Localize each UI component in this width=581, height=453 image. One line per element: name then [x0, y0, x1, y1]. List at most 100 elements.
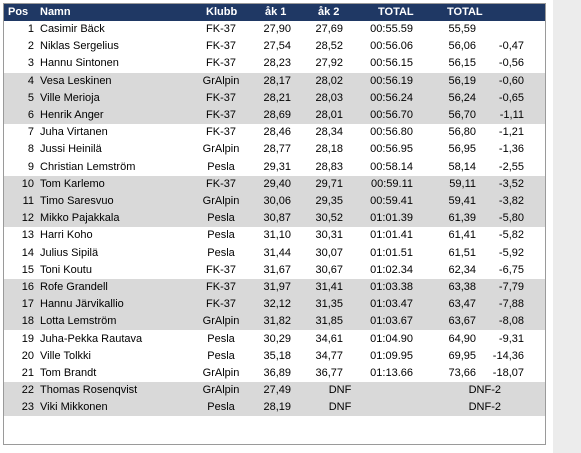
run1-cell: 31,67 [263, 263, 291, 276]
table-row: 3 Hannu Sintonen FK-37 28,23 27,92 00:56.15 56… [4, 55, 545, 73]
club-cell: FK-37 [206, 91, 236, 104]
name-cell: Timo Saresvuo [40, 195, 114, 207]
total-time-cell: 00:56.15 [370, 57, 413, 70]
total-time-cell: 01:03.67 [370, 315, 413, 328]
total-cell: 56,24 [448, 91, 476, 104]
total-cell: 55,59 [448, 23, 476, 35]
table-row: 22 Thomas Rosenqvist GrAlpin 27,49 DNF DNF-2 [4, 382, 545, 400]
run2-cell: 30,07 [315, 246, 343, 259]
run1-cell: 27,90 [263, 23, 291, 35]
table-row: 15 Toni Koutu FK-37 31,67 30,67 01:02.34 62,34… [4, 261, 545, 279]
total-cell: 61,51 [448, 246, 476, 259]
total-cell: 56,95 [448, 143, 476, 156]
diff-cell: -1,36 [498, 143, 524, 156]
total-cell: DNF-2 [468, 384, 501, 397]
table-row: 11 Timo Saresvuo GrAlpin 30,06 29,35 00:59.41… [4, 193, 545, 210]
total-time-cell: 00:58.14 [370, 160, 413, 173]
run2-cell: 28,01 [315, 109, 343, 121]
header-cell: åk 2 [318, 6, 340, 18]
table-row: 7 Juha Virtanen FK-37 28,46 28,34 00:56.80 56,… [4, 124, 545, 142]
pos-cell: 9 [27, 160, 34, 173]
run2-cell: 30,52 [315, 212, 343, 225]
total-cell: 63,38 [448, 281, 476, 293]
run1-cell: 35,18 [263, 349, 291, 362]
run1-cell: 29,31 [263, 160, 291, 173]
run1-cell: 28,46 [263, 126, 291, 139]
total-cell: 62,34 [448, 263, 476, 276]
run1-cell: 32,12 [263, 298, 291, 311]
table-row: 10 Tom Karlemo FK-37 29,40 29,71 00:59.11 59,1… [4, 175, 545, 193]
table-row: 5 Ville Merioja FK-37 28,21 28,03 00:56.24 56,… [4, 89, 545, 107]
total-time-cell: 00:56.70 [370, 109, 413, 121]
pos-cell: 23 [21, 401, 34, 414]
table-row: 17 Hannu Järvikallio FK-37 32,12 31,35 01:03.… [4, 296, 545, 314]
club-cell: FK-37 [206, 281, 236, 293]
club-cell: FK-37 [206, 298, 236, 311]
total-cell: 56,06 [448, 40, 476, 53]
pos-cell: 6 [27, 109, 34, 121]
run1-cell: 31,10 [263, 229, 291, 242]
table-row: 4 Vesa Leskinen GrAlpin 28,17 28,02 00:56.19 5… [4, 72, 545, 90]
run1-cell: 29,40 [263, 177, 291, 190]
run2-cell: 28,03 [315, 91, 343, 104]
total-time-cell: 01:01.51 [370, 246, 413, 259]
total-cell: DNF-2 [468, 401, 501, 414]
club-cell: Pesla [207, 401, 235, 414]
name-cell: Niklas Sergelius [40, 40, 119, 53]
name-cell: Lotta Lemström [40, 315, 117, 328]
name-cell: Henrik Anger [40, 109, 104, 121]
total-time-cell: 00:56.95 [370, 143, 413, 156]
pos-cell: 10 [21, 177, 34, 190]
total-cell: 56,80 [448, 126, 476, 139]
pos-cell: 2 [27, 40, 34, 53]
header-cell: Namn [40, 6, 71, 18]
run1-cell: 28,77 [263, 143, 291, 156]
run2-cell: 28,18 [315, 143, 343, 156]
run2-cell: 27,92 [315, 57, 343, 70]
run1-cell: 27,54 [263, 40, 291, 53]
pos-cell: 15 [21, 263, 34, 276]
diff-cell: -3,52 [498, 177, 524, 190]
header-cell: åk 1 [265, 6, 287, 18]
total-time-cell: 01:01.39 [370, 212, 413, 225]
run1-cell: 31,44 [263, 246, 291, 259]
name-cell: Julius Sipilä [40, 246, 99, 259]
diff-cell: -7,79 [498, 281, 524, 293]
club-cell: FK-37 [206, 126, 236, 139]
name-cell: Toni Koutu [40, 263, 92, 276]
table-row: 23 Viki Mikkonen Pesla 28,19 DNF DNF-2 [4, 399, 545, 417]
run2-cell: 29,71 [315, 177, 343, 190]
diff-cell: -0,60 [498, 74, 524, 87]
club-cell: Pesla [207, 229, 235, 242]
run2-cell: DNF [328, 384, 352, 397]
diff-cell: -3,82 [498, 195, 524, 207]
header-row: Pos Namn Klubb åk 1 åk 2 TOTAL TOTAL [4, 4, 545, 21]
pos-cell: 5 [27, 91, 34, 104]
club-cell: GrAlpin [202, 315, 240, 328]
diff-cell: -0,65 [498, 91, 524, 104]
header-cell: Klubb [206, 6, 238, 18]
total-cell: 58,14 [448, 160, 476, 173]
frame [3, 3, 546, 445]
total-cell: 56,19 [448, 74, 476, 87]
run2-cell: 31,41 [315, 281, 343, 293]
table-row: 1 Casimir Bäck FK-37 27,90 27,69 00:55.59 55,5… [4, 21, 545, 38]
table-row: 18 Lotta Lemström GrAlpin 31,82 31,85 01:03.6… [4, 313, 545, 331]
total-time-cell: 00:56.06 [370, 40, 413, 53]
header-cell: Pos [8, 6, 29, 18]
run2-cell: 36,77 [315, 367, 343, 379]
run1-cell: 27,49 [263, 384, 291, 397]
pos-cell: 18 [21, 315, 34, 328]
club-cell: GrAlpin [202, 384, 240, 397]
diff-cell: -9,31 [498, 332, 524, 345]
run2-cell: 27,69 [315, 23, 343, 35]
header-cell: TOTAL [447, 6, 483, 18]
name-cell: Juha Virtanen [40, 126, 108, 139]
diff-cell: -5,80 [498, 212, 524, 225]
total-cell: 73,66 [448, 367, 476, 379]
pos-cell: 13 [21, 229, 34, 242]
run1-cell: 31,97 [263, 281, 291, 293]
diff-cell: -6,75 [498, 263, 524, 276]
header-cell: TOTAL [378, 6, 414, 18]
